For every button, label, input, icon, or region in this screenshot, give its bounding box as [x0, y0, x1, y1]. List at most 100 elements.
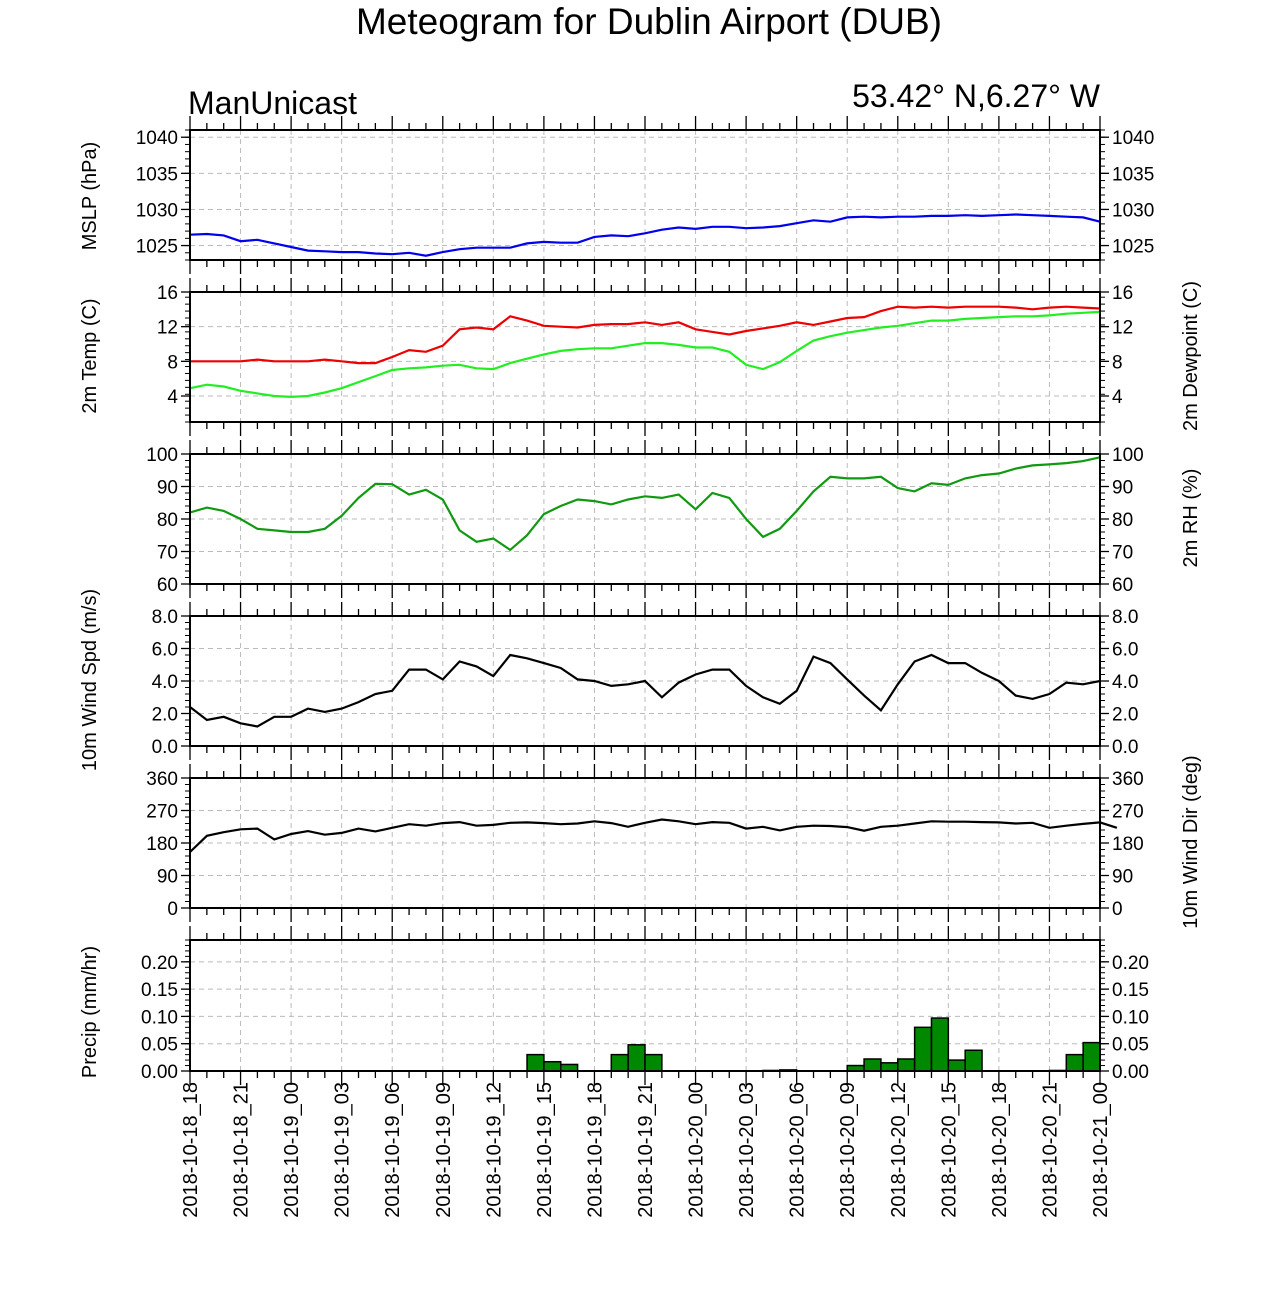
- y-tick-label-right: 0: [1112, 899, 1123, 920]
- x-tick-label: 2018-10-19_09: [433, 1082, 455, 1218]
- y-tick-label: 80: [157, 510, 178, 531]
- panel-frame: [189, 129, 1101, 261]
- y-axis-label-left: 2m Temp (C): [79, 298, 101, 413]
- precip-bar: [644, 1053, 663, 1072]
- y-tick-label: 0: [167, 899, 178, 920]
- series-line-rh-0: [189, 456, 1101, 552]
- y-tick-label-right: 90: [1112, 478, 1133, 499]
- x-tick-label: 2018-10-19_06: [382, 1082, 404, 1218]
- y-tick-label: 0.05: [141, 1035, 178, 1056]
- y-tick-label-right: 1030: [1112, 200, 1154, 221]
- precip-bar: [1065, 1053, 1084, 1072]
- y-tick-label-right: 80: [1112, 510, 1133, 531]
- y-tick-label: 0.0: [152, 737, 178, 758]
- panel-wdir: 0 0 90 90 180 180 270 270 360 360 10m Wind Dir (de…: [146, 755, 1202, 928]
- y-tick-label-right: 8.0: [1112, 607, 1138, 628]
- precip-bar: [897, 1058, 916, 1072]
- y-tick-label: 0.00: [141, 1062, 178, 1083]
- x-tick-label: 2018-10-19_03: [332, 1082, 354, 1218]
- panel-temp: 4 4 8 8 12 12 16 16 2m Temp (C) 2m Dewpoint (C): [79, 278, 1202, 436]
- y-tick-label: 70: [157, 543, 178, 564]
- y-tick-label-right: 4: [1112, 387, 1123, 408]
- y-tick-label: 100: [146, 445, 178, 466]
- y-tick-label: 180: [146, 834, 178, 855]
- precip-bar: [1082, 1041, 1101, 1072]
- y-tick-label-right: 100: [1112, 445, 1144, 466]
- panel-rh: 60 60 70 70 80 80 90 90 100 100 2m RH (%): [146, 440, 1202, 598]
- y-tick-label-right: 0.10: [1112, 1007, 1149, 1028]
- precip-bar: [880, 1062, 899, 1072]
- y-tick-label-right: 2.0: [1112, 705, 1138, 726]
- precip-bar: [526, 1053, 545, 1072]
- y-axis-label-right: 2m Dewpoint (C): [1180, 281, 1202, 431]
- x-tick-label: 2018-10-18_18: [180, 1082, 202, 1218]
- panel-frame: [189, 291, 1101, 423]
- y-tick-label-right: 270: [1112, 802, 1144, 823]
- precip-bar: [610, 1053, 629, 1072]
- y-tick-label-right: 16: [1112, 283, 1133, 304]
- x-tick-label: 2018-10-20_21: [1039, 1082, 1061, 1218]
- y-axis-label-right: 2m RH (%): [1180, 469, 1202, 568]
- y-axis-label-left: MSLP (hPa): [79, 142, 101, 251]
- y-tick-label: 1035: [136, 164, 178, 185]
- x-tick-label: 2018-10-19_21: [635, 1082, 657, 1218]
- y-tick-label: 270: [146, 802, 178, 823]
- panel-frame: [189, 453, 1101, 585]
- x-tick-label: 2018-10-20_06: [787, 1082, 809, 1218]
- y-axis-label-left: Precip (mm/hr): [79, 946, 101, 1078]
- y-tick-label-right: 12: [1112, 318, 1133, 339]
- y-tick-label-right: 360: [1112, 769, 1144, 790]
- precip-bar: [930, 1017, 950, 1072]
- y-tick-label: 12: [157, 318, 178, 339]
- x-tick-label: 2018-10-20_18: [989, 1082, 1011, 1218]
- y-tick-label: 6.0: [152, 640, 178, 661]
- y-tick-label: 8: [167, 352, 178, 373]
- precip-bar: [913, 1026, 933, 1072]
- y-tick-label-right: 1040: [1112, 128, 1154, 149]
- y-tick-label-right: 0.20: [1112, 953, 1149, 974]
- y-tick-label: 0.15: [141, 980, 178, 1001]
- precip-bar: [964, 1049, 983, 1072]
- y-tick-label: 60: [157, 575, 178, 596]
- y-tick-label: 2.0: [152, 705, 178, 726]
- panel-wspd: 0.0 0.0 2.0 2.0 4.0 4.0 6.0 6.0 8.0 8.0 10m Wind S…: [79, 589, 1138, 771]
- x-tick-label: 2018-10-20_03: [736, 1082, 758, 1218]
- panel-frame: [189, 777, 1101, 909]
- y-tick-label-right: 6.0: [1112, 640, 1138, 661]
- y-tick-label: 16: [157, 283, 178, 304]
- y-axis-label-right: 10m Wind Dir (deg): [1180, 755, 1202, 928]
- precip-bar: [543, 1060, 562, 1072]
- y-axis-label-left: 10m Wind Spd (m/s): [79, 589, 101, 771]
- x-tick-label: 2018-10-21_00: [1090, 1082, 1112, 1218]
- y-tick-label: 4: [167, 387, 178, 408]
- panel-precip: 0.00 0.00 0.05 0.05 0.10 0.10 0.15 0.15 0.20 0.20…: [79, 926, 1149, 1085]
- series-line-temp-1: [189, 310, 1101, 399]
- y-tick-label-right: 1035: [1112, 164, 1154, 185]
- x-tick-label: 2018-10-20_12: [888, 1082, 910, 1218]
- panel-mslp: 1025 1025 1030 1030 1035 1035 1040 1040 MSLP (hP…: [79, 116, 1154, 274]
- x-tick-label: 2018-10-20_00: [686, 1082, 708, 1218]
- y-tick-label-right: 0.00: [1112, 1062, 1149, 1083]
- y-tick-label: 0.10: [141, 1007, 178, 1028]
- x-axis: 2018-10-18_18 2018-10-18_21 2018-10-19_00 2…: [180, 1082, 1112, 1218]
- y-tick-label-right: 0.0: [1112, 737, 1138, 758]
- y-tick-label: 1040: [136, 128, 178, 149]
- y-tick-label-right: 60: [1112, 575, 1133, 596]
- precip-bar: [863, 1058, 882, 1072]
- precip-bar: [947, 1059, 966, 1072]
- x-tick-label: 2018-10-20_15: [938, 1082, 960, 1218]
- panel-frame: [189, 615, 1101, 747]
- y-tick-label-right: 4.0: [1112, 672, 1138, 693]
- y-tick-label: 90: [157, 867, 178, 888]
- y-tick-label-right: 70: [1112, 543, 1133, 564]
- location-label: 53.42° N,6.27° W: [852, 78, 1101, 114]
- y-tick-label: 8.0: [152, 607, 178, 628]
- y-tick-label: 0.20: [141, 953, 178, 974]
- series-line-wspd-0: [189, 653, 1101, 728]
- y-tick-label: 1030: [136, 200, 178, 221]
- y-tick-label: 4.0: [152, 672, 178, 693]
- y-tick-label: 360: [146, 769, 178, 790]
- x-tick-label: 2018-10-18_21: [231, 1082, 253, 1218]
- y-tick-label-right: 0.15: [1112, 980, 1149, 1001]
- y-tick-label-right: 0.05: [1112, 1035, 1149, 1056]
